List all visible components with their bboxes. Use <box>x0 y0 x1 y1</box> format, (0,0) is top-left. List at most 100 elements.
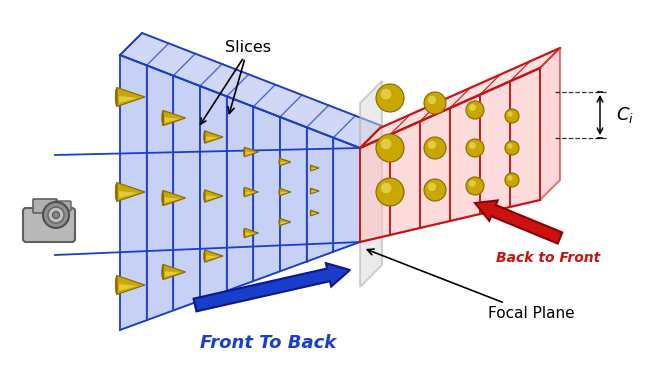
Polygon shape <box>119 284 138 291</box>
Polygon shape <box>173 76 200 311</box>
Polygon shape <box>246 152 255 155</box>
Ellipse shape <box>244 187 245 197</box>
Polygon shape <box>119 96 138 103</box>
Circle shape <box>469 180 476 187</box>
Polygon shape <box>280 188 291 196</box>
Ellipse shape <box>279 188 280 196</box>
Text: Back to Front: Back to Front <box>496 251 600 265</box>
Circle shape <box>424 92 446 114</box>
Polygon shape <box>306 127 334 262</box>
Polygon shape <box>244 228 258 238</box>
Text: Focal Plane: Focal Plane <box>368 249 575 321</box>
Polygon shape <box>510 68 540 207</box>
Ellipse shape <box>162 264 165 280</box>
Circle shape <box>505 141 519 155</box>
Polygon shape <box>205 131 223 143</box>
Circle shape <box>507 143 513 149</box>
Polygon shape <box>119 191 138 198</box>
Circle shape <box>466 101 484 119</box>
Circle shape <box>381 89 392 99</box>
Circle shape <box>505 173 519 187</box>
Polygon shape <box>311 168 317 170</box>
Circle shape <box>505 109 519 123</box>
Circle shape <box>43 202 69 228</box>
Ellipse shape <box>279 218 280 226</box>
Polygon shape <box>311 188 319 194</box>
Circle shape <box>466 139 484 157</box>
Ellipse shape <box>115 275 119 295</box>
Polygon shape <box>165 197 180 203</box>
Polygon shape <box>334 138 360 252</box>
Polygon shape <box>360 81 382 287</box>
FancyBboxPatch shape <box>23 208 75 242</box>
Polygon shape <box>253 107 280 281</box>
Polygon shape <box>244 147 258 157</box>
Polygon shape <box>311 165 319 171</box>
Polygon shape <box>390 121 420 235</box>
Ellipse shape <box>310 165 311 171</box>
Circle shape <box>469 142 476 149</box>
Polygon shape <box>200 86 226 301</box>
Circle shape <box>376 178 404 206</box>
Polygon shape <box>120 55 147 330</box>
Polygon shape <box>205 250 223 262</box>
Text: Slices: Slices <box>225 40 271 113</box>
Polygon shape <box>226 96 253 291</box>
Polygon shape <box>280 222 288 224</box>
Polygon shape <box>280 162 288 164</box>
Circle shape <box>381 139 392 149</box>
Circle shape <box>507 175 513 181</box>
Polygon shape <box>280 218 291 226</box>
Ellipse shape <box>310 210 311 216</box>
Circle shape <box>53 212 59 219</box>
Polygon shape <box>311 213 317 215</box>
Ellipse shape <box>115 183 119 201</box>
Circle shape <box>424 179 446 201</box>
Ellipse shape <box>204 190 206 202</box>
FancyArrow shape <box>194 263 350 311</box>
Ellipse shape <box>204 250 206 262</box>
Polygon shape <box>540 48 560 200</box>
Polygon shape <box>117 275 145 295</box>
Polygon shape <box>206 195 218 200</box>
Circle shape <box>469 104 476 111</box>
Circle shape <box>376 134 404 162</box>
Polygon shape <box>165 271 180 277</box>
Polygon shape <box>206 136 218 141</box>
Polygon shape <box>360 48 560 148</box>
Polygon shape <box>280 158 291 166</box>
FancyBboxPatch shape <box>55 201 71 211</box>
FancyArrow shape <box>475 201 562 244</box>
Polygon shape <box>246 191 255 195</box>
Ellipse shape <box>162 110 165 126</box>
Polygon shape <box>165 117 180 123</box>
Text: Front To Back: Front To Back <box>200 334 336 352</box>
Circle shape <box>466 177 484 195</box>
Circle shape <box>507 112 513 117</box>
Polygon shape <box>206 255 218 260</box>
Ellipse shape <box>162 190 165 206</box>
Polygon shape <box>280 192 288 194</box>
Circle shape <box>428 183 436 191</box>
Circle shape <box>428 141 436 149</box>
Polygon shape <box>117 183 145 201</box>
Polygon shape <box>420 108 450 228</box>
Circle shape <box>376 84 404 112</box>
Polygon shape <box>311 191 317 193</box>
Polygon shape <box>246 233 255 236</box>
Polygon shape <box>360 135 390 242</box>
Circle shape <box>48 207 64 223</box>
Circle shape <box>424 137 446 159</box>
Polygon shape <box>147 65 173 320</box>
Ellipse shape <box>115 87 119 107</box>
Circle shape <box>428 96 436 104</box>
Circle shape <box>381 183 392 193</box>
Ellipse shape <box>204 131 206 143</box>
Polygon shape <box>450 95 480 221</box>
Polygon shape <box>117 87 145 107</box>
Polygon shape <box>280 117 306 271</box>
Polygon shape <box>311 210 319 216</box>
Polygon shape <box>244 187 258 197</box>
Ellipse shape <box>244 147 245 157</box>
Polygon shape <box>163 110 186 126</box>
